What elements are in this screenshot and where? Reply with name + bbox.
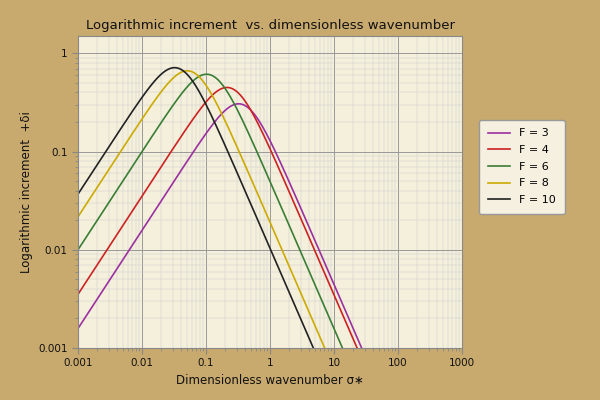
F = 3	[74, 326, 82, 331]
F = 3	[284, 175, 291, 180]
F = 4	[353, 345, 361, 350]
F = 10	[303, 330, 310, 335]
F = 4	[299, 220, 306, 224]
F = 4	[358, 355, 365, 360]
F = 10	[297, 316, 304, 321]
F = 10	[107, 142, 114, 146]
F = 4	[351, 339, 358, 344]
F = 4	[232, 88, 239, 93]
F = 8	[75, 214, 82, 218]
F = 8	[268, 224, 275, 228]
Title: Logarithmic increment  vs. dimensionless wavenumber: Logarithmic increment vs. dimensionless …	[86, 19, 455, 32]
F = 8	[74, 214, 82, 219]
F = 3	[228, 103, 235, 108]
X-axis label: Dimensionless wavenumber σ∗: Dimensionless wavenumber σ∗	[176, 374, 364, 387]
F = 6	[343, 355, 350, 360]
Line: F = 3: F = 3	[78, 104, 366, 357]
F = 3	[235, 102, 242, 106]
F = 8	[184, 68, 191, 73]
F = 10	[74, 192, 82, 196]
F = 8	[325, 355, 332, 360]
F = 8	[290, 275, 298, 280]
Line: F = 6: F = 6	[78, 74, 347, 357]
F = 6	[198, 73, 205, 78]
F = 10	[314, 355, 321, 360]
Line: F = 4: F = 4	[78, 88, 361, 358]
F = 4	[171, 144, 178, 149]
F = 3	[337, 296, 344, 301]
Line: F = 10: F = 10	[78, 68, 317, 358]
Legend: F = 3, F = 4, F = 6, F = 8, F = 10: F = 3, F = 4, F = 6, F = 8, F = 10	[479, 120, 565, 214]
F = 6	[275, 200, 283, 205]
F = 6	[74, 247, 82, 252]
F = 10	[201, 100, 208, 104]
F = 8	[83, 200, 91, 205]
F = 6	[256, 154, 263, 159]
F = 6	[204, 72, 211, 77]
Line: F = 8: F = 8	[78, 71, 329, 357]
F = 6	[203, 72, 210, 77]
F = 3	[82, 314, 89, 319]
F = 3	[362, 355, 370, 360]
F = 4	[223, 85, 230, 90]
F = 10	[94, 161, 101, 166]
F = 3	[113, 266, 121, 271]
F = 3	[228, 104, 235, 108]
F = 10	[171, 65, 178, 70]
Y-axis label: Logarithmic increment  +δi: Logarithmic increment +δi	[20, 111, 32, 273]
F = 6	[183, 86, 190, 90]
F = 4	[281, 178, 288, 183]
F = 10	[286, 290, 293, 294]
F = 8	[248, 178, 256, 183]
F = 6	[136, 154, 143, 158]
F = 8	[227, 129, 234, 134]
F = 4	[74, 292, 82, 297]
